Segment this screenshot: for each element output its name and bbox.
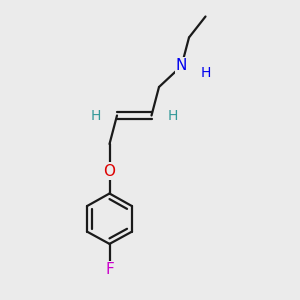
Text: F: F: [105, 262, 114, 278]
Text: N: N: [176, 58, 187, 74]
Text: H: H: [90, 109, 100, 122]
Text: H: H: [200, 66, 211, 80]
Text: H: H: [167, 109, 178, 122]
Text: O: O: [103, 164, 116, 178]
